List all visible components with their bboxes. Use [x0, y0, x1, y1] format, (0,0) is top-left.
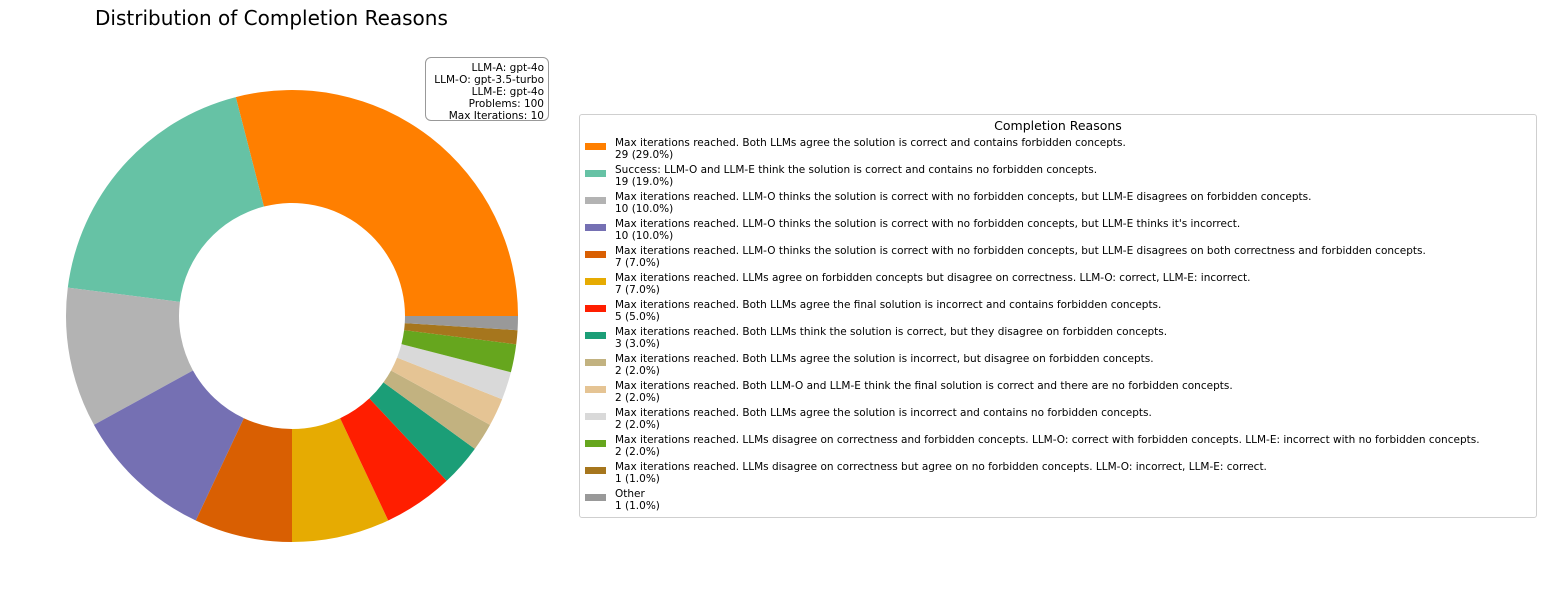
legend-item: Max iterations reached. LLMs agree on fo… — [580, 272, 1536, 299]
info-line: Max Iterations: 10 — [448, 110, 544, 122]
legend-label: Other 1 (1.0%) — [615, 488, 660, 512]
legend-item: Max iterations reached. LLMs disagree on… — [580, 434, 1536, 461]
legend-item: Max iterations reached. LLM-O thinks the… — [580, 245, 1536, 272]
legend-items: Max iterations reached. Both LLMs agree … — [580, 137, 1536, 515]
legend-value-text: 2 (2.0%) — [615, 419, 660, 431]
legend-value-text: 2 (2.0%) — [615, 392, 660, 404]
legend-item: Max iterations reached. Both LLMs agree … — [580, 353, 1536, 380]
pie-slice — [65, 287, 193, 425]
legend-title: Completion Reasons — [994, 118, 1122, 133]
info-box: LLM-A: gpt-4o LLM-O: gpt-3.5-turbo LLM-E… — [425, 57, 549, 122]
legend-item: Other 1 (1.0%) — [580, 488, 1536, 515]
pie-slice — [93, 370, 244, 521]
legend-value-text: 10 (10.0%) — [615, 203, 674, 215]
legend-item: Max iterations reached. Both LLMs agree … — [580, 299, 1536, 326]
legend-label-text: Max iterations reached. Both LLMs think … — [615, 326, 1168, 338]
legend-swatch — [585, 143, 606, 150]
legend-swatch — [585, 197, 606, 204]
pie-slice — [369, 382, 475, 481]
pie-slice — [401, 330, 517, 373]
legend-swatch — [585, 251, 606, 258]
pie-slice — [404, 316, 518, 331]
legend-label-text: Max iterations reached. LLMs disagree on… — [615, 461, 1267, 473]
legend-label: Max iterations reached. Both LLMs agree … — [615, 137, 1126, 161]
legend-swatch — [585, 467, 606, 474]
chart-title: Distribution of Completion Reasons — [95, 6, 448, 30]
legend-item: Max iterations reached. Both LLMs think … — [580, 326, 1536, 353]
legend-label: Max iterations reached. LLM-O thinks the… — [615, 218, 1240, 242]
legend-label: Max iterations reached. LLMs disagree on… — [615, 434, 1480, 458]
pie-slice — [391, 357, 503, 425]
legend-label: Max iterations reached. Both LLMs agree … — [615, 299, 1161, 323]
legend-label: Max iterations reached. Both LLM-O and L… — [615, 380, 1233, 404]
pie-slice — [397, 344, 511, 400]
legend-swatch — [585, 170, 606, 177]
pie-slice — [404, 323, 518, 345]
pie-slice — [340, 398, 447, 521]
legend-label-text: Max iterations reached. Both LLMs agree … — [615, 407, 1152, 419]
legend-label-text: Max iterations reached. LLM-O thinks the… — [615, 191, 1312, 203]
donut-chart — [65, 90, 518, 542]
legend-label-text: Success: LLM-O and LLM-E think the solut… — [615, 164, 1098, 176]
legend-swatch — [585, 305, 606, 312]
legend-value-text: 1 (1.0%) — [615, 473, 660, 485]
legend-label-text: Max iterations reached. LLM-O thinks the… — [615, 218, 1241, 230]
pie-slice — [195, 418, 292, 542]
legend-item: Max iterations reached. Both LLM-O and L… — [580, 380, 1536, 407]
legend-item: Max iterations reached. Both LLMs agree … — [580, 137, 1536, 164]
legend-swatch — [585, 440, 606, 447]
legend-label-text: Max iterations reached. Both LLMs agree … — [615, 353, 1154, 365]
legend-label-text: Max iterations reached. Both LLMs agree … — [615, 299, 1162, 311]
legend-item: Max iterations reached. LLM-O thinks the… — [580, 191, 1536, 218]
legend-swatch — [585, 278, 606, 285]
legend-value-text: 1 (1.0%) — [615, 500, 660, 512]
info-line: LLM-A: gpt-4o — [471, 62, 544, 74]
info-line: LLM-E: gpt-4o — [471, 86, 544, 98]
legend-swatch — [585, 359, 606, 366]
legend-label-text: Other — [615, 488, 645, 500]
legend-swatch — [585, 494, 606, 501]
legend-value-text: 29 (29.0%) — [615, 149, 674, 161]
legend-label-text: Max iterations reached. LLMs agree on fo… — [615, 272, 1251, 284]
legend-swatch — [585, 386, 606, 393]
legend-label: Max iterations reached. Both LLMs think … — [615, 326, 1167, 350]
legend-label: Max iterations reached. LLMs agree on fo… — [615, 272, 1250, 296]
info-line: Problems: 100 — [468, 98, 544, 110]
legend-label: Max iterations reached. Both LLMs agree … — [615, 353, 1154, 377]
legend-swatch — [585, 413, 606, 420]
legend-swatch — [585, 332, 606, 339]
legend-value-text: 7 (7.0%) — [615, 257, 660, 269]
legend-label-text: Max iterations reached. LLM-O thinks the… — [615, 245, 1426, 257]
legend-label: Max iterations reached. LLMs disagree on… — [615, 461, 1267, 485]
legend-value-text: 10 (10.0%) — [615, 230, 674, 242]
pie-slice — [292, 418, 389, 542]
legend-value-text: 3 (3.0%) — [615, 338, 660, 350]
legend-swatch — [585, 224, 606, 231]
legend-value-text: 7 (7.0%) — [615, 284, 660, 296]
info-line: LLM-O: gpt-3.5-turbo — [434, 74, 544, 86]
legend-value-text: 2 (2.0%) — [615, 365, 660, 377]
legend-item: Success: LLM-O and LLM-E think the solut… — [580, 164, 1536, 191]
legend-label: Max iterations reached. Both LLMs agree … — [615, 407, 1152, 431]
pie-slice — [383, 370, 491, 449]
legend-label: Max iterations reached. LLM-O thinks the… — [615, 191, 1311, 215]
legend-label: Success: LLM-O and LLM-E think the solut… — [615, 164, 1097, 188]
legend-label-text: Max iterations reached. Both LLM-O and L… — [615, 380, 1233, 392]
legend-value-text: 2 (2.0%) — [615, 446, 660, 458]
legend-label: Max iterations reached. LLM-O thinks the… — [615, 245, 1426, 269]
legend-item: Max iterations reached. Both LLMs agree … — [580, 407, 1536, 434]
legend-value-text: 19 (19.0%) — [615, 176, 674, 188]
legend-label-text: Max iterations reached. Both LLMs agree … — [615, 137, 1126, 149]
pie-slice — [67, 97, 264, 302]
legend-label-text: Max iterations reached. LLMs disagree on… — [615, 434, 1480, 446]
legend-value-text: 5 (5.0%) — [615, 311, 660, 323]
legend-item: Max iterations reached. LLM-O thinks the… — [580, 218, 1536, 245]
legend-item: Max iterations reached. LLMs disagree on… — [580, 461, 1536, 488]
pie-slice — [235, 90, 518, 316]
legend: Completion Reasons Max iterations reache… — [579, 114, 1537, 518]
